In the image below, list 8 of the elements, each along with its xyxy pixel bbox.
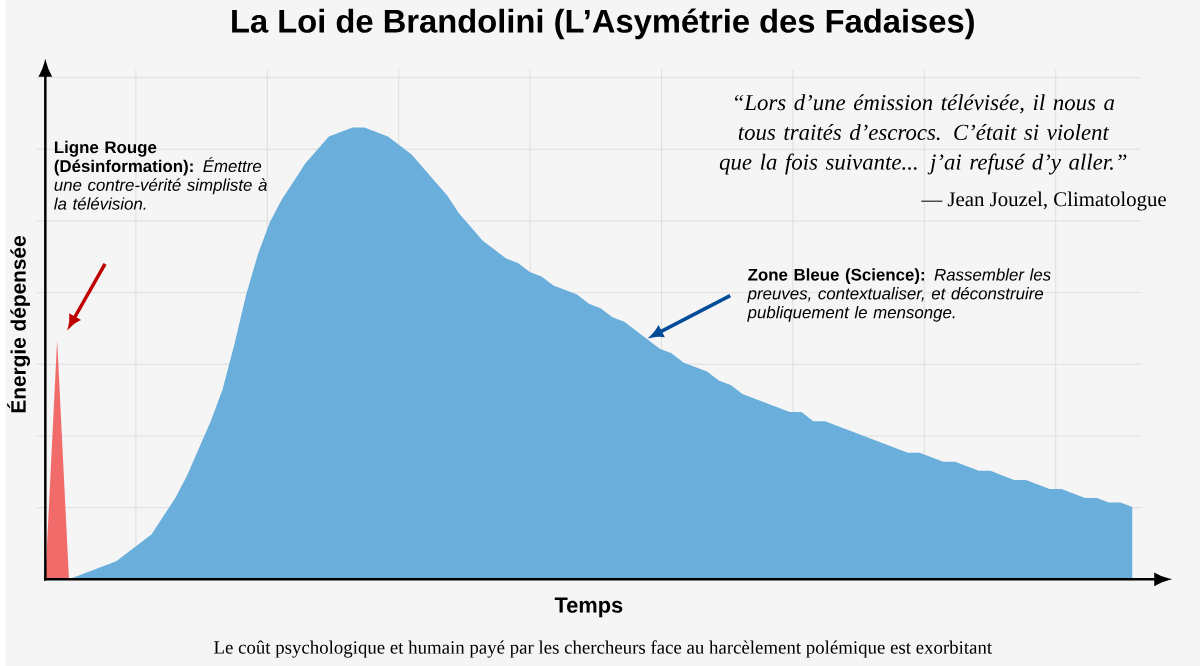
x-axis-title: Temps <box>554 597 623 618</box>
annotation: Ligne Rouge (Désinformation): Émettre une contre-vérité simpliste à la télévision. <box>54 140 267 210</box>
chart-title: La Loi de Brandolini (L’Asymétrie des Fadaises) <box>232 8 974 40</box>
text: Le coût psychologique et humain payé par les chercheurs face au harcèlement polémique est exorbitant <box>214 640 992 658</box>
annotation: “Lors d’une émission télévisée, il nous a tous traités d’escrocs. C’était si violent que la fois suivante... j’ai refusé d’y aller.” <box>719 94 1127 175</box>
annotation: Zone Bleue (Science): Rassembler les preuves, contextualiser, et déconstruire publiquement le mensonge. <box>747 268 1051 322</box>
y-axis-title: Énergie dépensée <box>7 236 31 413</box>
annotation: — Jean Jouzel, Climatologue <box>921 191 1166 211</box>
